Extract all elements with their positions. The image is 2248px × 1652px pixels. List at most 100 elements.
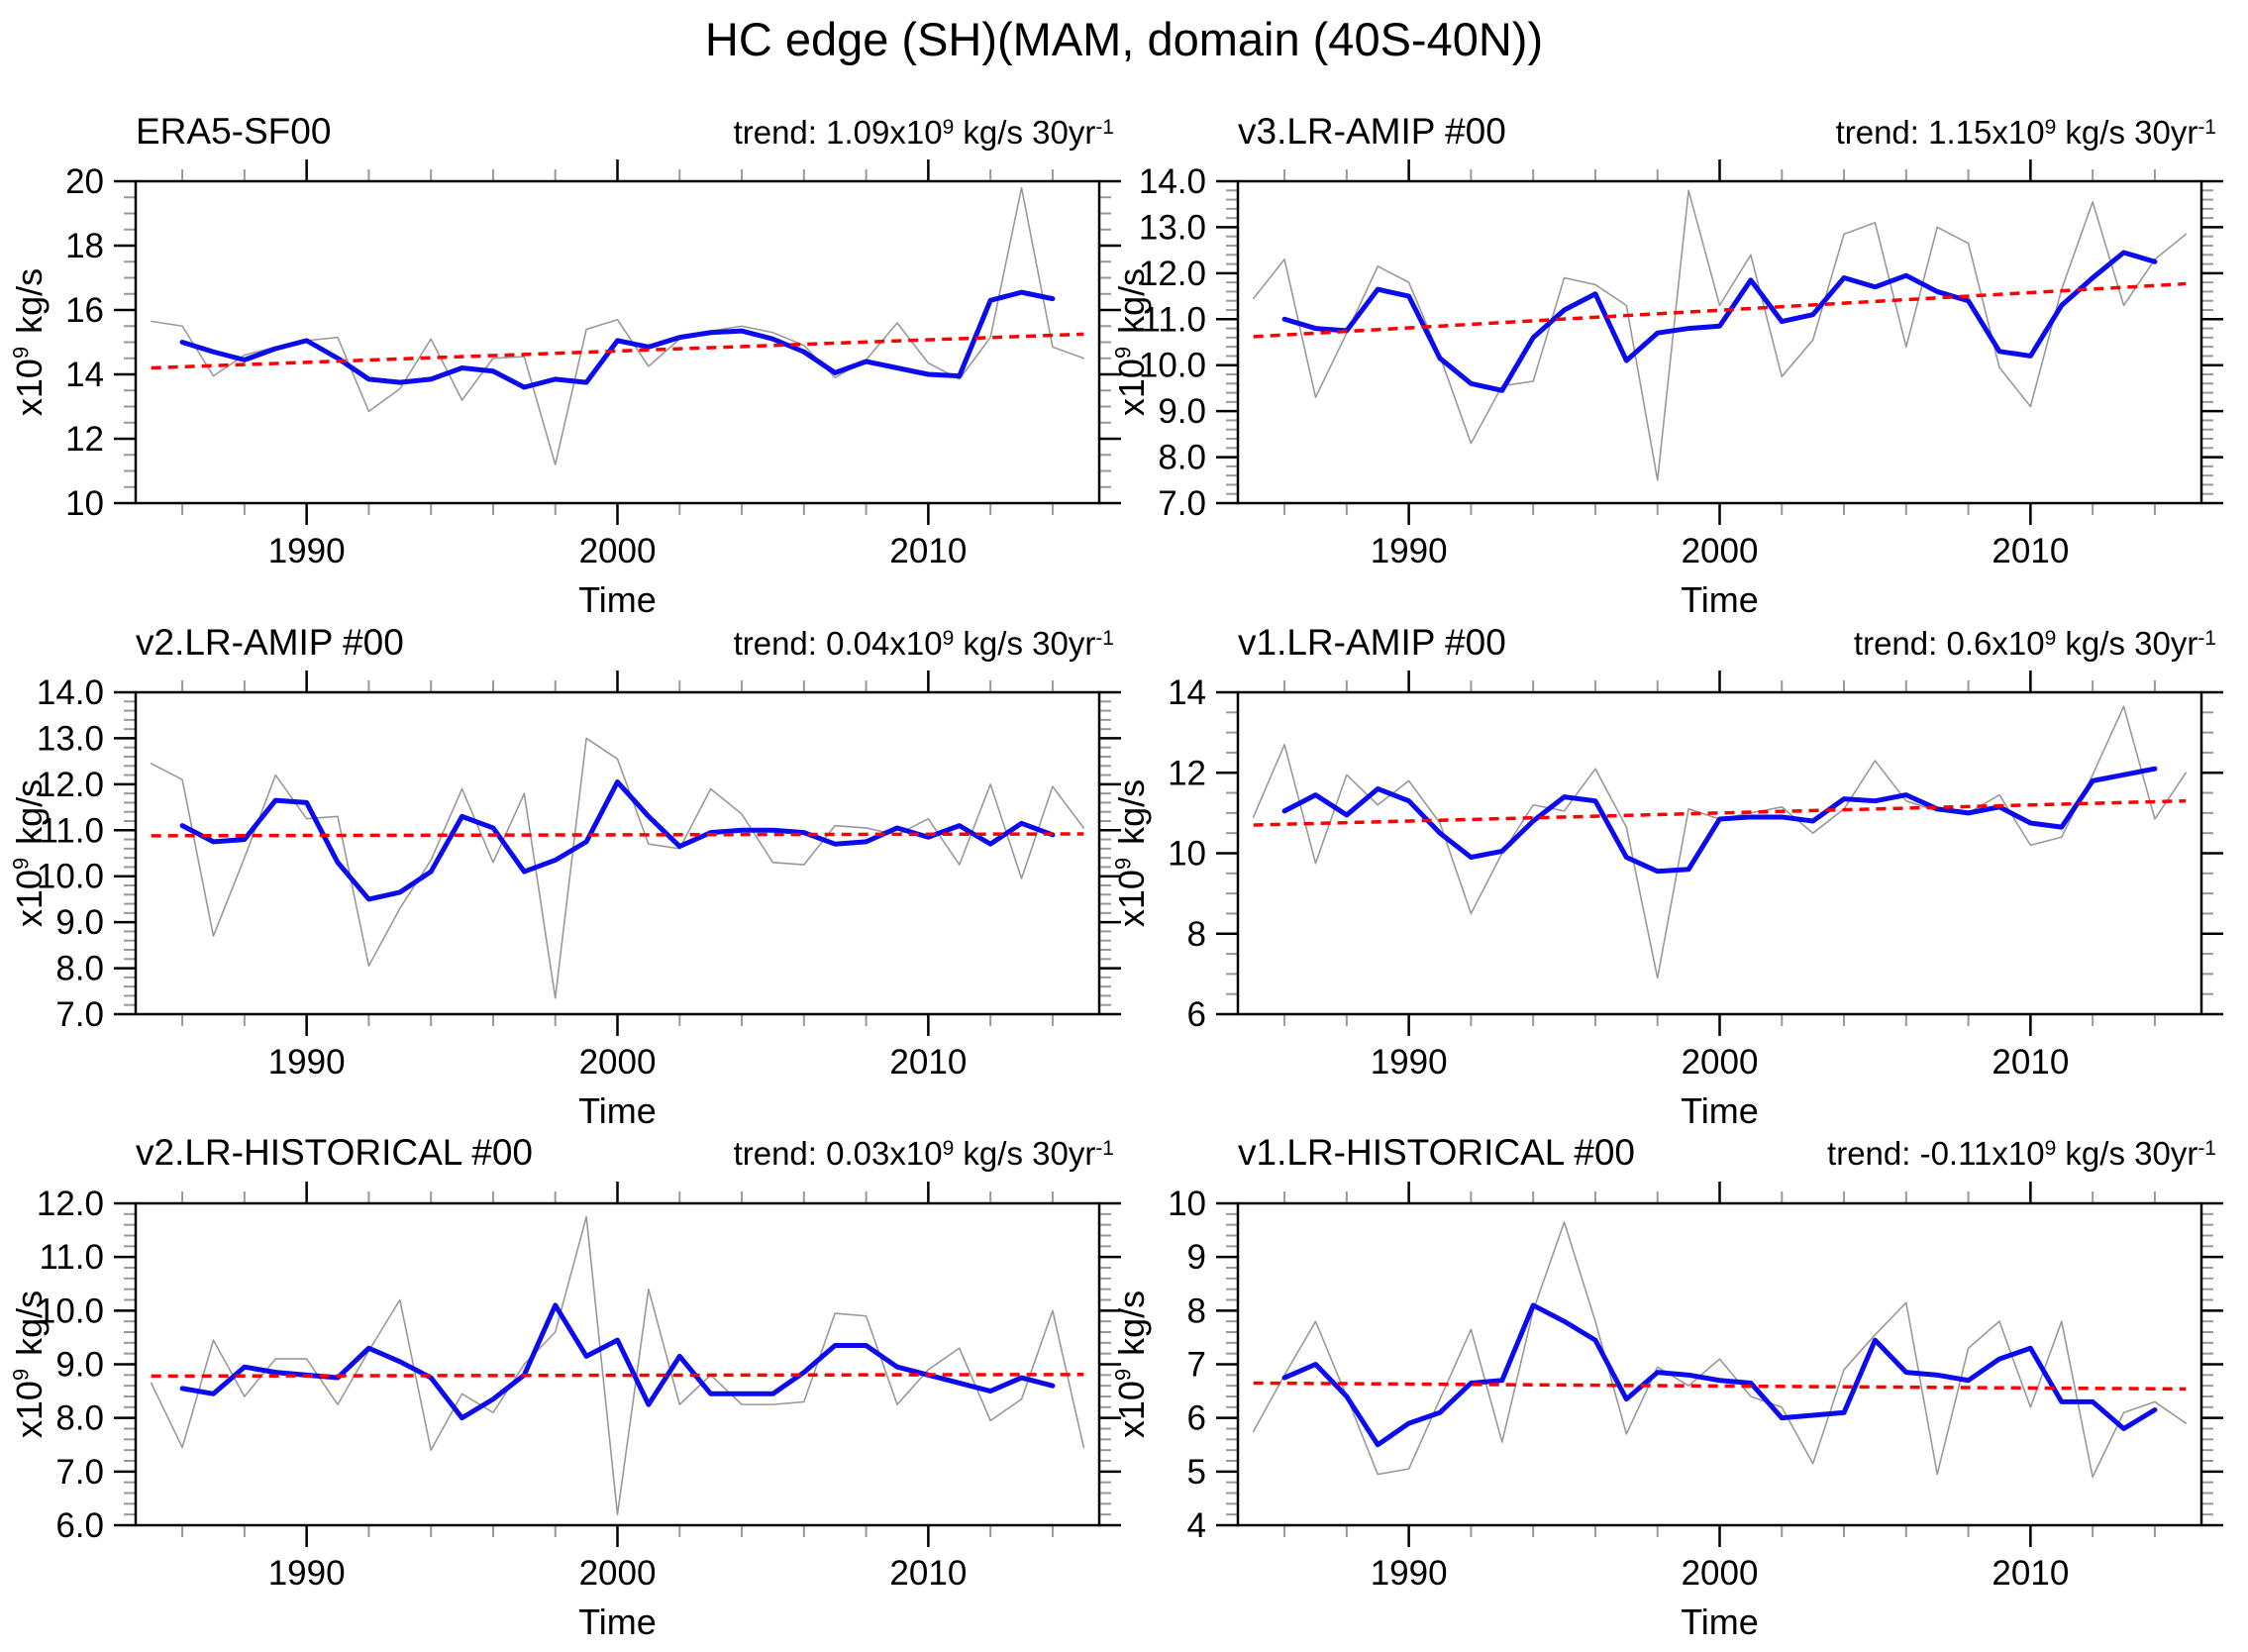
y-tick-label: 10.0 [37,1291,104,1330]
y-tick-label: 6 [1187,1399,1206,1438]
panel-v1-lr-amip-00: 1990 2000 2010 6 8 10 12 14 Time x109 kg/s [1110,671,2223,1131]
plot-frame [134,179,1101,505]
trend-label: trend: 1.15x109 kg/s 30yr-1 [1835,114,2216,151]
axes: 1990 2000 2010 6.0 7.0 8.0 9.0 10.0 11.0 12.0 [37,1182,1121,1593]
y-tick-label: 14.0 [1139,162,1206,201]
panel-header-era5-sf00: ERA5-SF00 trend: 1.09x109 kg/s 30yr-1 [136,111,1114,153]
panel-title: ERA5-SF00 [136,111,332,152]
y-tick-label: 7.0 [55,1453,104,1492]
panel-header-v2-lr-amip: v2.LR-AMIP #00 trend: 0.04x109 kg/s 30yr… [136,622,1114,664]
panel-header-v2-lr-historical: v2.LR-HISTORICAL #00 trend: 0.03x109 kg/… [136,1132,1114,1174]
y-tick-label: 8 [1187,1291,1206,1330]
y-tick-label: 7.0 [55,995,104,1034]
y-tick-label: 6 [1187,995,1206,1034]
panel-title: v2.LR-HISTORICAL #00 [136,1132,533,1173]
x-tick-label: 2000 [1682,1043,1759,1082]
annual-series-line [1252,1221,2188,1479]
y-tick-label: 9.0 [1158,392,1206,431]
panel-v1-lr-historical-00: 1990 2000 2010 4 5 6 7 8 9 10 Time x109 kg/s [1110,1182,2223,1642]
x-tick-label: 1990 [268,532,346,570]
panel-title: v1.LR-HISTORICAL #00 [1238,1132,1635,1173]
axes: 1990 2000 2010 4 5 6 7 8 9 10 [1168,1182,2223,1593]
y-tick-label: 12 [65,420,104,459]
y-tick-label: 14 [1168,673,1206,712]
y-tick-label: 12.0 [1139,255,1206,293]
x-axis-label: Time [1681,1090,1759,1131]
smoothed-series-line [179,779,1056,902]
y-tick-label: 12.0 [37,1185,104,1223]
x-tick-label: 1990 [1371,1043,1448,1082]
x-axis-label: Time [578,579,657,620]
y-tick-label: 12.0 [37,766,104,804]
smoothed-series-line [179,1302,1056,1421]
plot-frame [134,690,1101,1016]
trend-line [151,832,1084,838]
trend-label: trend: 0.6x109 kg/s 30yr-1 [1853,625,2216,662]
y-tick-label: 9 [1187,1238,1206,1277]
x-tick-label: 2000 [579,1043,657,1082]
y-tick-label: 9.0 [55,903,104,942]
y-axis-label: x109 kg/s [8,1291,50,1438]
y-tick-label: 9.0 [55,1346,104,1385]
plot-frame [1236,179,2203,505]
y-tick-label: 13.0 [37,719,104,758]
trend-line [151,1373,1084,1379]
y-tick-label: 6.0 [55,1506,104,1545]
panel-title: v3.LR-AMIP #00 [1238,111,1506,152]
x-tick-label: 2010 [889,532,967,570]
y-tick-label: 8.0 [55,1399,104,1438]
trend-label: trend: 1.09x109 kg/s 30yr-1 [733,114,1114,151]
axes: 1990 2000 2010 6 8 10 12 14 [1168,671,2223,1082]
y-tick-label: 8.0 [1158,439,1206,477]
panel-title: v1.LR-AMIP #00 [1238,622,1506,663]
smoothed-series-line [1281,250,2158,393]
trend-line [1253,1381,2187,1392]
axes: 1990 2000 2010 7.0 8.0 9.0 10.0 11.0 12.0 13.0 14.… [1139,159,2223,570]
y-tick-label: 13.0 [1139,208,1206,247]
y-tick-label: 11.0 [39,1238,104,1277]
x-tick-label: 1990 [1371,1554,1448,1593]
annual-series-line [1252,705,2188,980]
trend-line [1253,798,2187,827]
x-tick-label: 2010 [889,1554,967,1593]
y-tick-label: 20 [65,162,104,201]
y-axis-label: x109 kg/s [1110,268,1152,416]
y-tick-label: 12 [1168,754,1206,792]
x-axis-label: Time [578,1601,657,1642]
panel-header-v1-lr-amip: v1.LR-AMIP #00 trend: 0.6x109 kg/s 30yr-… [1238,622,2216,664]
annual-series-line [1252,189,2188,481]
trend-label: trend: 0.04x109 kg/s 30yr-1 [733,625,1114,662]
plot-frame [134,1201,1101,1527]
trend-line [1253,281,2187,339]
y-tick-label: 10 [1168,835,1206,874]
y-tick-label: 8 [1187,915,1206,954]
x-tick-label: 1990 [268,1554,346,1593]
y-tick-label: 10 [1168,1185,1206,1223]
x-tick-label: 2000 [579,1554,657,1593]
panel-v3-lr-amip-00: 1990 2000 2010 7.0 8.0 9.0 10.0 11.0 12.0 13.0 14.… [1110,159,2223,620]
axes: 1990 2000 2010 7.0 8.0 9.0 10.0 11.0 12.0 13.0 14.… [37,671,1121,1082]
smoothed-series-line [179,289,1056,390]
x-axis-label: Time [1681,579,1759,620]
y-tick-label: 10 [65,484,104,523]
y-tick-label: 5 [1187,1453,1206,1492]
annual-series-line [150,186,1085,465]
panel-header-v1-lr-historical: v1.LR-HISTORICAL #00 trend: -0.11x109 kg… [1238,1132,2216,1174]
figure-title: HC edge (SH)(MAM, domain (40S-40N)) [704,13,1544,65]
trend-line [151,332,1084,370]
annual-series-line [150,1215,1085,1515]
y-axis-label: x109 kg/s [8,779,50,927]
y-tick-label: 7.0 [1158,484,1206,523]
trend-label: trend: -0.11x109 kg/s 30yr-1 [1827,1135,2216,1172]
x-tick-label: 1990 [268,1043,346,1082]
annual-series-line [150,737,1085,999]
y-axis-label: x109 kg/s [8,268,50,416]
y-axis-label: x109 kg/s [1110,779,1152,927]
x-tick-label: 2010 [889,1043,967,1082]
y-tick-label: 7 [1187,1346,1206,1385]
x-tick-label: 2010 [1992,532,2069,570]
